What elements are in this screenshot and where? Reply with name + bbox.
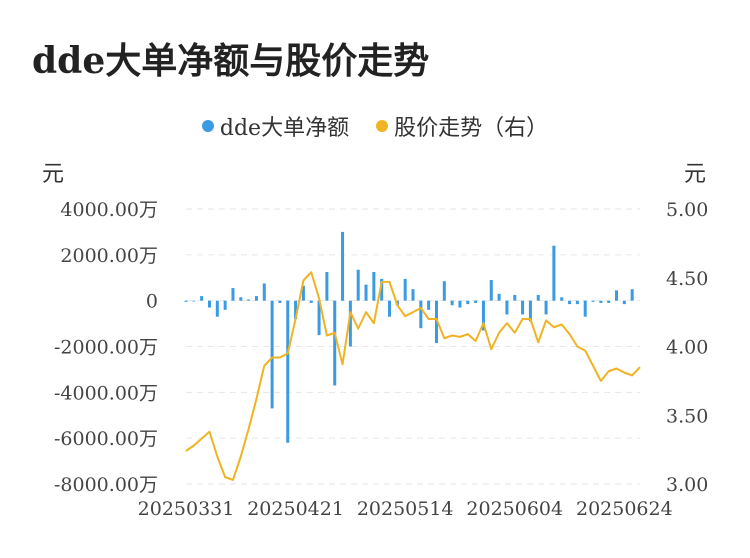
dde-bar [528,300,532,322]
legend-dot-dde [201,120,214,132]
legend-label-dde: dde大单净额 [219,116,350,141]
dde-bar [192,300,196,302]
dde-bar [419,300,423,329]
dde-bar [427,300,431,310]
grid-lines [186,208,640,485]
right-tick-label: 4.50 [666,268,708,290]
dde-bar [239,297,243,301]
dde-bar [552,245,556,301]
dde-bar [630,289,634,301]
left-tick-label: -8000.00万 [54,474,158,496]
x-axis-ticks: 20250331 20250421 20250514 20250604 20250624 [138,498,673,520]
left-tick-label: 2000.00万 [60,245,158,267]
dde-bar [207,300,211,308]
dde-bar [325,272,329,301]
dde-bar [333,300,337,386]
x-tick-label: 20250421 [247,498,344,520]
right-tick-label: 3.00 [666,474,708,496]
x-tick-label: 20250624 [576,498,673,520]
price-line [185,271,641,481]
dde-bar [591,300,595,302]
dde-bar [442,281,446,301]
left-tick-label: 4000.00万 [60,199,158,221]
x-tick-label: 20250514 [357,498,454,520]
dde-bar [521,300,525,315]
dde-bar [364,284,368,301]
dde-bar [341,231,345,301]
dde-bar [215,300,219,317]
dde-bar [403,278,407,301]
dde-bar [458,300,462,308]
right-tick-label: 4.00 [666,337,708,359]
dde-bar [622,300,626,305]
dde-bar [294,300,298,319]
left-tick-label: -2000.00万 [54,337,158,359]
dde-bar [348,300,352,347]
dde-bar [568,300,572,305]
dde-bars [184,231,634,443]
dde-bar [450,300,454,306]
dde-bar [372,272,376,301]
dde-bar [489,280,493,301]
dde-bar [309,300,313,303]
legend-item-dde[interactable]: dde大单净额 [201,110,350,142]
dde-bar [434,300,438,344]
x-tick-label: 20250604 [466,498,563,520]
dde-bar [575,300,579,305]
dde-bar [544,300,548,315]
chart-title: dde大单净额与股价走势 [32,40,430,82]
dde-bar [411,289,415,301]
left-tick-label: 0 [146,291,158,313]
right-axis-unit: 元 [684,162,707,187]
right-tick-label: 5.00 [666,199,708,221]
dde-bar [231,288,235,301]
dde-bar [474,300,478,303]
dde-bar [560,297,564,301]
legend-dot-price [376,120,389,132]
dde-bar [270,300,274,409]
x-tick-label: 20250331 [138,498,235,520]
dde-bar [247,299,251,301]
legend-item-price[interactable]: 股价走势（右） [376,110,548,142]
dde-bar [223,300,227,310]
dde-bar [278,300,282,303]
dde-bar [481,300,485,331]
dde-bar [301,285,305,301]
legend: dde大单净额 股价走势（右） [0,110,750,142]
dde-bar [184,300,188,302]
dde-bar [513,294,517,301]
dde-bar [317,300,321,336]
dde-bar [497,293,501,301]
dde-bar [536,294,540,301]
dde-bar [615,290,619,301]
dde-bar [388,300,392,317]
right-axis-ticks: 5.00 4.50 4.00 3.50 3.00 [666,199,708,496]
dde-bar [200,296,204,301]
left-axis-unit: 元 [42,162,65,187]
left-tick-label: -4000.00万 [54,382,158,404]
dde-bar [607,300,611,303]
dde-bar [286,300,290,443]
dde-bar [583,300,587,317]
dde-bar [505,300,509,315]
legend-label-price: 股价走势（右） [394,116,549,141]
price-line-group [185,271,641,481]
dde-bar [380,278,384,301]
dde-bar [356,269,360,301]
left-axis-ticks: 4000.00万 2000.00万 0 -2000.00万 -4000.00万 -6000… [54,199,158,496]
dde-bar [599,300,603,303]
right-tick-label: 3.50 [666,405,708,427]
dde-bar [254,296,258,301]
dde-bar [262,283,266,301]
left-tick-label: -6000.00万 [54,428,158,450]
dde-bar [466,300,470,305]
